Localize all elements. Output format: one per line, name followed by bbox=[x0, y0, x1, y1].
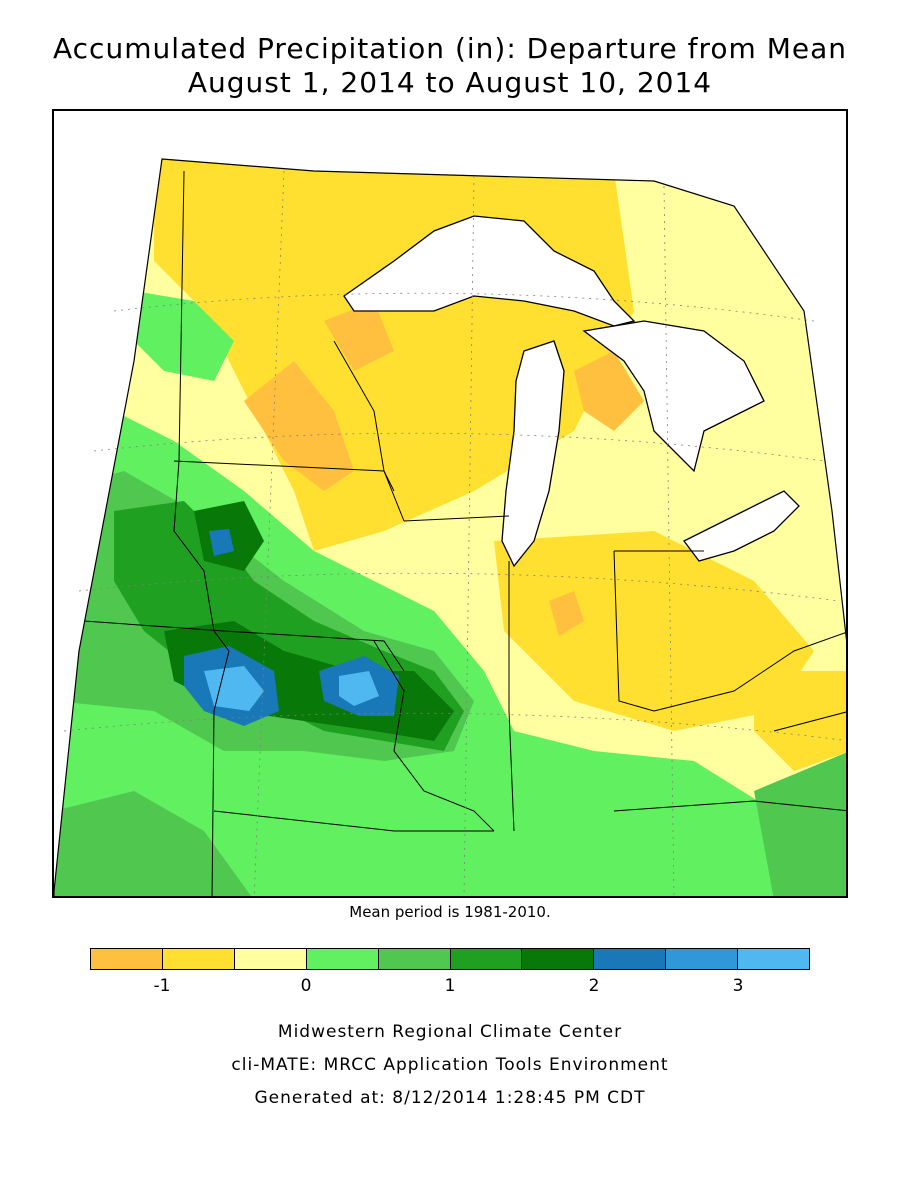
legend-swatch bbox=[162, 949, 235, 969]
legend-swatch bbox=[522, 949, 595, 969]
region-outline bbox=[54, 158, 846, 896]
legend-swatch bbox=[594, 949, 667, 969]
legend-swatch bbox=[306, 949, 379, 969]
lake-superior bbox=[343, 215, 636, 327]
dry-area-southeast bbox=[754, 671, 846, 771]
map-date-range: August 1, 2014 to August 10, 2014 bbox=[187, 66, 713, 99]
credit-tool: cli-MATE: MRCC Application Tools Environ… bbox=[231, 1055, 669, 1075]
lake-erie bbox=[683, 490, 800, 562]
very-dry-michigan bbox=[574, 351, 644, 431]
state-boundaries bbox=[83, 170, 846, 896]
legend-swatch bbox=[738, 949, 810, 969]
legend-tick-label: 3 bbox=[732, 976, 744, 996]
moderate-wet-south bbox=[54, 791, 254, 896]
color-legend bbox=[90, 948, 810, 970]
legend-swatch bbox=[450, 949, 523, 969]
legend-swatch bbox=[666, 949, 739, 969]
map-title: Accumulated Precipitation (in): Departur… bbox=[53, 32, 847, 65]
very-dry-indiana bbox=[549, 591, 584, 636]
peak-wet-east bbox=[339, 671, 379, 706]
wet-area-northwest bbox=[134, 291, 234, 381]
legend-tick-label: -1 bbox=[153, 976, 171, 996]
extreme-wet-nebraska bbox=[209, 529, 234, 556]
legend-tick-label: 1 bbox=[444, 976, 456, 996]
lake-huron bbox=[582, 320, 765, 473]
legend-tick-label: 0 bbox=[300, 976, 312, 996]
map-svg bbox=[54, 158, 846, 896]
legend-swatch bbox=[378, 949, 451, 969]
legend-tick-label: 2 bbox=[588, 976, 600, 996]
mean-period-note: Mean period is 1981-2010. bbox=[349, 903, 551, 921]
grid-lines bbox=[63, 170, 846, 896]
very-dry-minnesota bbox=[244, 361, 354, 491]
legend-swatch bbox=[234, 949, 307, 969]
dry-area-east bbox=[494, 531, 814, 731]
legend-swatch bbox=[91, 949, 163, 969]
credit-generated: Generated at: 8/12/2014 1:28:45 PM CDT bbox=[254, 1088, 646, 1108]
peak-wet-west bbox=[204, 666, 264, 711]
moderate-wet-southeast bbox=[754, 751, 846, 896]
lake-michigan bbox=[501, 340, 565, 568]
very-dry-wisconsin bbox=[324, 301, 394, 371]
credit-organization: Midwestern Regional Climate Center bbox=[277, 1022, 623, 1042]
precipitation-map bbox=[52, 109, 848, 898]
great-lakes bbox=[343, 215, 800, 568]
